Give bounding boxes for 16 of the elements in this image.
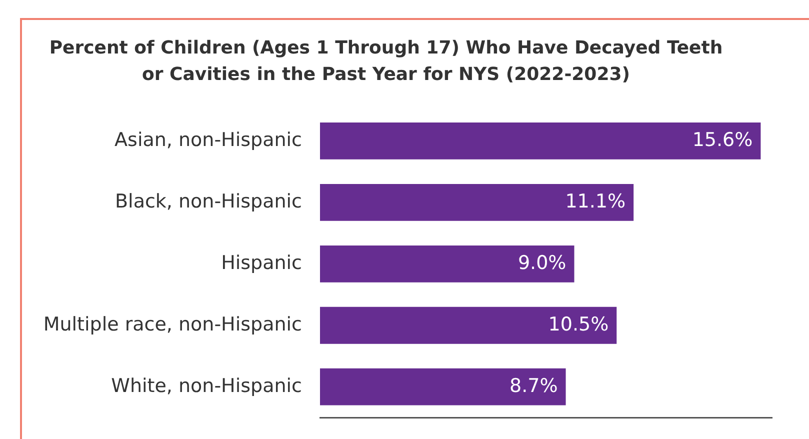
data-label: 9.0% bbox=[518, 252, 566, 274]
chart-title: Percent of Children (Ages 1 Through 17) Who Have Decayed Teeth or Cavities in the Past Year for NYS (2022-2023) bbox=[49, 38, 723, 85]
y-tick-label: Multiple race, non-Hispanic bbox=[43, 313, 302, 336]
bar bbox=[320, 245, 574, 282]
bar bbox=[320, 184, 634, 221]
y-tick-label: Black, non-Hispanic bbox=[115, 190, 302, 212]
y-tick-label: Asian, non-Hispanic bbox=[114, 128, 302, 151]
bar bbox=[320, 122, 761, 160]
y-tick-label: Hispanic bbox=[221, 252, 302, 274]
data-label: 8.7% bbox=[509, 374, 558, 397]
data-label: 15.6% bbox=[692, 128, 753, 151]
data-label: 10.5% bbox=[548, 313, 609, 336]
bar bbox=[320, 368, 566, 406]
data-label: 11.1% bbox=[565, 190, 626, 212]
bar bbox=[320, 306, 617, 344]
y-tick-label: White, non-Hispanic bbox=[111, 374, 302, 397]
